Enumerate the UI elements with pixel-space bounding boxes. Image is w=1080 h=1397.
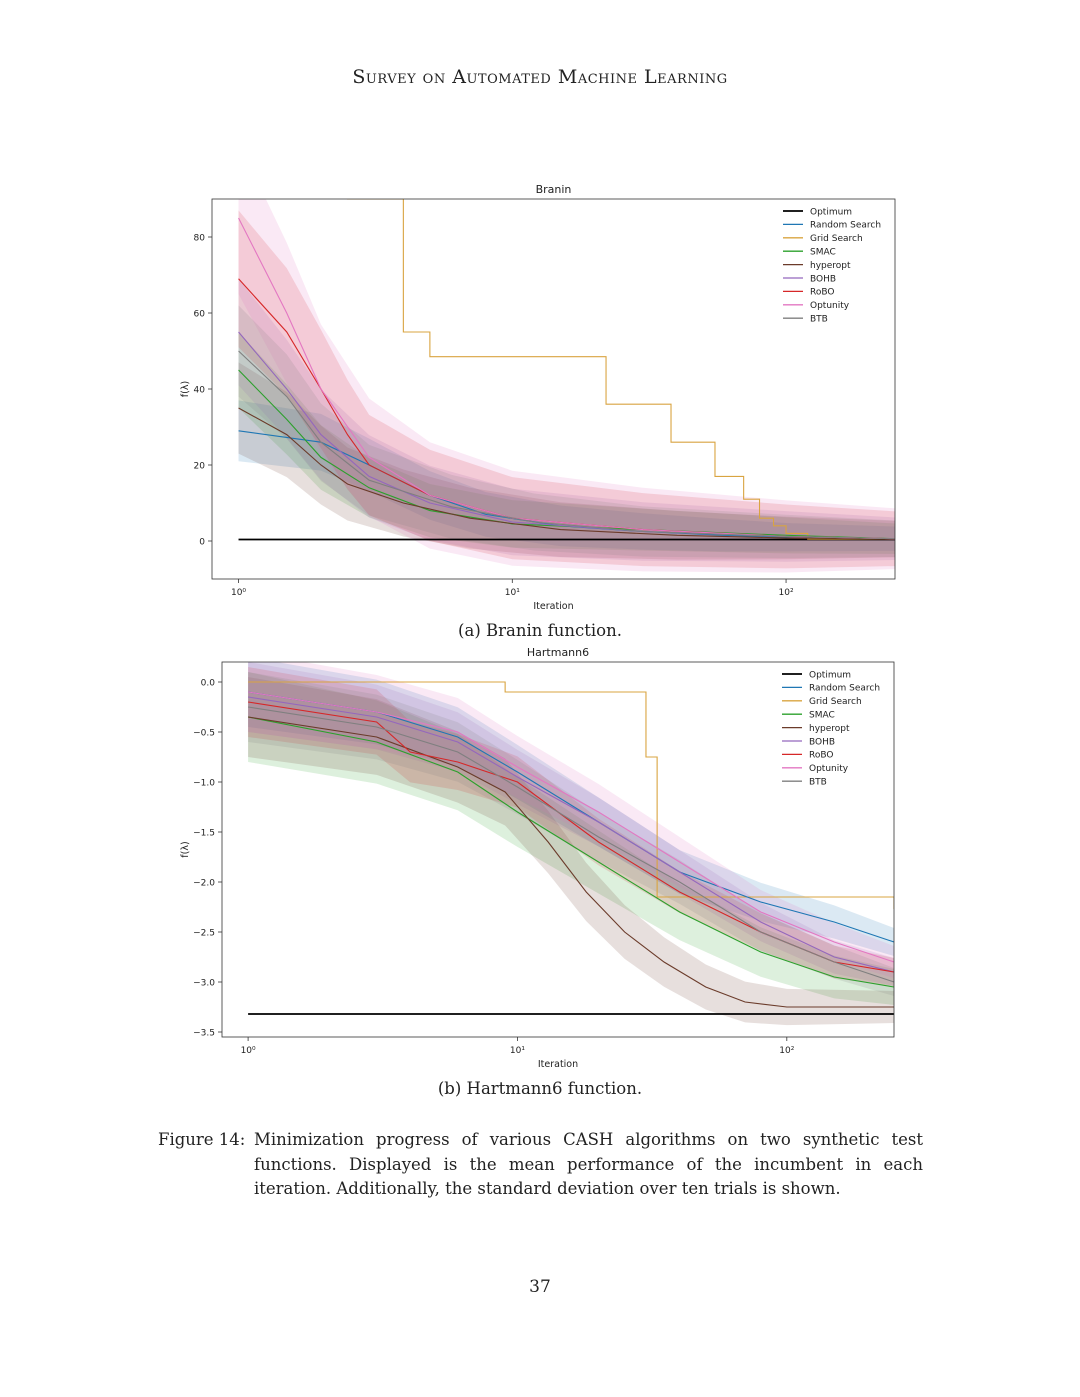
page-number: 37: [529, 1277, 551, 1297]
chart0-line-smac: [238, 369, 895, 540]
chart1-line-hyperopt: [248, 716, 894, 1008]
chart1-legend-label-hyperopt: hyperopt: [809, 724, 850, 734]
chart1-xtick-label: 10²: [779, 1046, 794, 1056]
chart1-legend-label-bohb: BOHB: [809, 737, 835, 747]
subcaption-a: (a) Branin function.: [458, 621, 622, 640]
hartmann6-chart: Hartmann6 0.0 −0.5 −1.0 −1.5 −2.0 −2.5 −3.0 −3.5…: [180, 646, 895, 1070]
chart0-legend-label-bohb: BOHB: [810, 274, 836, 284]
chart0-ytick-label: 40: [194, 386, 206, 396]
chart0-line-btb: [238, 350, 895, 540]
chart1-ytick-label: −3.5: [193, 1029, 215, 1039]
chart0-legend-label-smac: SMAC: [810, 248, 836, 258]
chart0-legend-label-robo: RoBO: [810, 288, 834, 298]
chart1-ylabel: f(λ): [180, 841, 191, 857]
branin-chart: Branin 0 20 40 60 80 10⁰ 10¹ 10² Iteration f(λ) Opt…: [180, 183, 896, 610]
chart1-ytick-label: −3.0: [193, 979, 215, 989]
chart0-xtick-label: 10¹: [505, 588, 520, 598]
chart0-legend: Optimum Random Search Grid Search SMAC hyper…: [783, 207, 881, 325]
subcaption-b: (b) Hartmann6 function.: [437, 1079, 643, 1098]
chart0-ylabel: f(λ): [180, 381, 191, 397]
chart1-line-optunity: [248, 691, 894, 963]
chart1-legend-label-random-search: Random Search: [809, 684, 880, 694]
chart1-legend-label-optimum: Optimum: [809, 670, 851, 680]
chart0-legend-label-optunity: Optunity: [810, 301, 850, 311]
chart1-legend-label-smac: SMAC: [809, 711, 835, 721]
chart1-legend-label-grid-search: Grid Search: [809, 697, 862, 707]
chart1-line-grid-search: [248, 681, 894, 909]
chart1-ytick-label: −1.5: [193, 829, 215, 839]
chart1-ytick-label: −0.5: [193, 729, 215, 739]
chart1-legend: Optimum Random Search Grid Search SMAC hyper…: [782, 670, 880, 788]
chart0-ytick-label: 0: [199, 538, 205, 548]
chart1-line-smac: [247, 716, 894, 988]
chart0-ytick-label: 20: [194, 462, 206, 472]
chart1-title: Hartmann6: [527, 646, 589, 659]
chart1-xlabel: Iteration: [538, 1059, 578, 1070]
chart1-legend-label-btb: BTB: [809, 778, 827, 788]
chart1-legend-label-robo: RoBO: [809, 751, 833, 761]
chart0-ytick-label: 80: [194, 234, 206, 244]
running-header: Survey on Automated Machine Learning: [352, 66, 728, 88]
chart0-line-grid-search: [346, 199, 895, 540]
chart1-band-robo: [248, 667, 894, 986]
chart0-title: Branin: [536, 183, 572, 196]
figure-caption: Figure 14: Minimization progress of vari…: [158, 1128, 923, 1202]
chart1-ytick-label: 0.0: [201, 679, 216, 689]
chart1-band-smac: [248, 672, 894, 1005]
chart1-ytick-label: −2.0: [193, 879, 215, 889]
chart1-xtick-label: 10⁰: [241, 1046, 256, 1056]
chart0-legend-label-random-search: Random Search: [810, 221, 881, 231]
chart0-line-optunity: [238, 217, 895, 540]
chart0-line-hyperopt: [238, 407, 895, 540]
chart0-ytick-label: 60: [194, 310, 206, 320]
chart1-band-hyperopt: [248, 677, 894, 1026]
chart1-line-btb: [248, 706, 894, 983]
chart0-plot-area: [238, 199, 895, 573]
chart0-legend-label-hyperopt: hyperopt: [810, 261, 851, 271]
chart1-plot-area: [247, 662, 894, 1026]
chart1-line-bohb: [248, 696, 894, 973]
chart0-band-optunity: [238, 199, 895, 573]
figure-caption-text: Minimization progress of various CASH al…: [254, 1130, 923, 1198]
chart1-ytick-label: −1.0: [193, 779, 215, 789]
chart0-legend-label-grid-search: Grid Search: [810, 234, 863, 244]
chart1-frame: [221, 661, 895, 1038]
chart0-xtick-label: 10²: [779, 588, 794, 598]
chart1-xtick-label: 10¹: [510, 1046, 525, 1056]
chart0-xtick-label: 10⁰: [231, 588, 246, 598]
chart1-band-random-search: [248, 662, 894, 956]
chart0-legend-label-btb: BTB: [810, 315, 828, 325]
figure-label: Figure 14:: [158, 1130, 246, 1149]
chart1-legend-label-optunity: Optunity: [809, 764, 849, 774]
chart0-band-btb: [238, 305, 895, 559]
chart0-band-hyperopt: [238, 362, 895, 560]
chart0-band-smac: [238, 332, 895, 554]
chart0-xlabel: Iteration: [533, 601, 573, 610]
chart1-ytick-label: −2.5: [193, 929, 215, 939]
chart0-legend-label-optimum: Optimum: [810, 207, 852, 217]
